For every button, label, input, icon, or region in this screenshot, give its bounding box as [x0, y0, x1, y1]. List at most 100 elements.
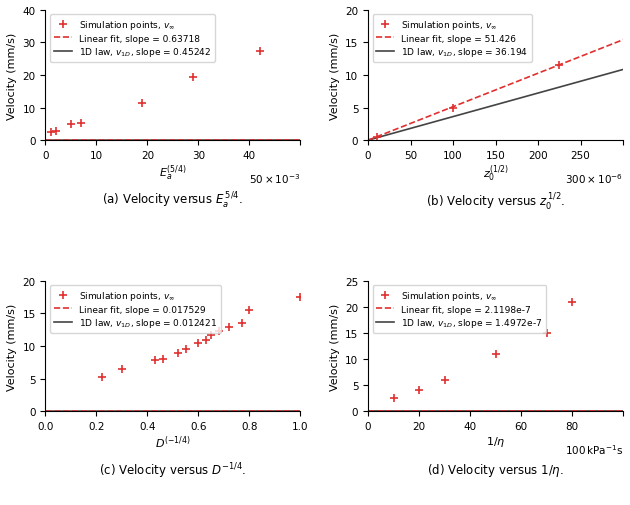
Linear fit, slope = 0.017529	[193, 408, 201, 414]
Legend: Simulation points, $v_\infty$, Linear fit, slope = 51.426, 1D law, $v_{1D}$, slo: Simulation points, $v_\infty$, Linear fi…	[372, 16, 532, 63]
Text: $50\times10^{-3}$: $50\times10^{-3}$	[249, 171, 301, 185]
Text: (b) Velocity versus $z_0^{\,1/2}$.: (b) Velocity versus $z_0^{\,1/2}$.	[426, 190, 565, 211]
Simulation points, $v_\infty$	[238, 321, 246, 327]
X-axis label: $D^{(-1/4)}$: $D^{(-1/4)}$	[155, 434, 191, 450]
Linear fit, slope = 0.017529	[198, 408, 205, 414]
Legend: Simulation points, $v_\infty$, Linear fit, slope = 2.1198e-7, 1D law, $v_{1D}$, : Simulation points, $v_\infty$, Linear fi…	[372, 286, 546, 333]
Linear fit, slope = 0.63718	[256, 138, 264, 144]
Linear fit, slope = 51.426	[516, 78, 524, 84]
Linear fit, slope = 0.63718	[43, 138, 50, 144]
1D law, $v_{1D}$, slope = 36.194	[520, 94, 528, 100]
1D law, $v_{1D}$, slope = 0.45242	[297, 138, 304, 144]
Linear fit, slope = 0.63718	[297, 138, 304, 144]
Linear fit, slope = 2.1198e-7	[579, 409, 587, 415]
Linear fit, slope = 0.63718	[193, 138, 201, 144]
Simulation points, $v_\infty$	[226, 324, 233, 330]
1D law, $v_{1D}$, slope = 36.194	[595, 74, 603, 80]
1D law, $v_{1D}$, slope = 0.45242	[43, 138, 50, 144]
1D law, $v_{1D}$, slope = 0.45242	[42, 138, 49, 144]
Linear fit, slope = 2.1198e-7	[364, 409, 372, 415]
Linear fit, slope = 0.63718	[198, 138, 205, 144]
1D law, $v_{1D}$, slope = 1.4972e-7	[365, 409, 373, 415]
1D law, $v_{1D}$, slope = 0.45242	[193, 138, 200, 144]
Text: $100\,\mathrm{kPa}^{-1}\mathrm{s}$: $100\,\mathrm{kPa}^{-1}\mathrm{s}$	[565, 442, 623, 456]
Linear fit, slope = 2.1198e-7	[515, 409, 523, 415]
1D law, $v_{1D}$, slope = 0.45242	[198, 138, 205, 144]
1D law, $v_{1D}$, slope = 1.4972e-7	[595, 409, 603, 415]
Linear fit, slope = 2.1198e-7	[365, 409, 373, 415]
1D law, $v_{1D}$, slope = 0.45242	[193, 138, 201, 144]
Linear fit, slope = 51.426	[365, 137, 373, 143]
Legend: Simulation points, $v_\infty$, Linear fit, slope = 0.63718, 1D law, $v_{1D}$, sl: Simulation points, $v_\infty$, Linear fi…	[50, 16, 215, 63]
1D law, $v_{1D}$, slope = 0.012421	[43, 409, 50, 415]
Simulation points, $v_\infty$	[202, 337, 210, 343]
Line: Simulation points, $v_\infty$: Simulation points, $v_\infty$	[372, 62, 563, 142]
1D law, $v_{1D}$, slope = 0.012421	[198, 408, 205, 414]
Legend: Simulation points, $v_\infty$, Linear fit, slope = 0.017529, 1D law, $v_{1D}$, s: Simulation points, $v_\infty$, Linear fi…	[50, 286, 220, 333]
X-axis label: $E_a^{(5/4)}$: $E_a^{(5/4)}$	[159, 163, 187, 183]
Simulation points, $v_\infty$	[182, 346, 190, 352]
1D law, $v_{1D}$, slope = 0.012421	[256, 408, 264, 414]
Simulation points, $v_\infty$	[77, 121, 85, 127]
Linear fit, slope = 51.426	[619, 37, 627, 43]
Simulation points, $v_\infty$	[190, 75, 197, 81]
Linear fit, slope = 51.426	[364, 138, 372, 144]
Simulation points, $v_\infty$	[390, 395, 398, 401]
1D law, $v_{1D}$, slope = 0.012421	[297, 408, 304, 414]
1D law, $v_{1D}$, slope = 1.4972e-7	[515, 409, 523, 415]
Y-axis label: Velocity (mm/s): Velocity (mm/s)	[7, 32, 17, 120]
Simulation points, $v_\infty$	[415, 387, 423, 393]
Simulation points, $v_\infty$	[207, 332, 215, 338]
1D law, $v_{1D}$, slope = 1.4972e-7	[516, 409, 524, 415]
Linear fit, slope = 0.017529	[43, 409, 50, 415]
Simulation points, $v_\infty$	[449, 106, 457, 112]
Line: Linear fit, slope = 51.426: Linear fit, slope = 51.426	[368, 40, 623, 141]
Simulation points, $v_\infty$	[139, 100, 146, 107]
Text: (a) Velocity versus $E_a^{\,5/4}$.: (a) Velocity versus $E_a^{\,5/4}$.	[103, 190, 243, 210]
Text: $300\times10^{-6}$: $300\times10^{-6}$	[565, 171, 623, 185]
Linear fit, slope = 2.1198e-7	[516, 409, 524, 415]
Simulation points, $v_\infty$	[215, 328, 222, 334]
Linear fit, slope = 0.017529	[273, 408, 280, 414]
1D law, $v_{1D}$, slope = 0.012421	[193, 408, 201, 414]
Y-axis label: Velocity (mm/s): Velocity (mm/s)	[329, 303, 340, 390]
Line: Simulation points, $v_\infty$: Simulation points, $v_\infty$	[47, 47, 264, 137]
1D law, $v_{1D}$, slope = 1.4972e-7	[579, 409, 587, 415]
Linear fit, slope = 0.017529	[256, 408, 264, 414]
Line: Simulation points, $v_\infty$: Simulation points, $v_\infty$	[389, 298, 576, 402]
Simulation points, $v_\infty$	[373, 135, 381, 141]
Linear fit, slope = 0.63718	[273, 138, 280, 144]
1D law, $v_{1D}$, slope = 1.4972e-7	[520, 409, 528, 415]
Y-axis label: Velocity (mm/s): Velocity (mm/s)	[7, 303, 17, 390]
Linear fit, slope = 2.1198e-7	[619, 409, 627, 415]
Simulation points, $v_\infty$	[67, 122, 75, 128]
Simulation points, $v_\infty$	[568, 299, 576, 305]
X-axis label: $1/\eta$: $1/\eta$	[486, 434, 505, 448]
1D law, $v_{1D}$, slope = 0.45242	[273, 138, 280, 144]
Linear fit, slope = 0.63718	[193, 138, 200, 144]
1D law, $v_{1D}$, slope = 36.194	[516, 96, 524, 102]
X-axis label: $z_0^{(1/2)}$: $z_0^{(1/2)}$	[483, 163, 508, 184]
Linear fit, slope = 0.017529	[193, 408, 200, 414]
Line: 1D law, $v_{1D}$, slope = 36.194: 1D law, $v_{1D}$, slope = 36.194	[368, 70, 623, 141]
1D law, $v_{1D}$, slope = 0.012421	[193, 408, 200, 414]
Line: Simulation points, $v_\infty$: Simulation points, $v_\infty$	[98, 293, 305, 381]
Text: (c) Velocity versus $D^{-1/4}$.: (c) Velocity versus $D^{-1/4}$.	[100, 461, 247, 480]
1D law, $v_{1D}$, slope = 36.194	[579, 78, 587, 84]
Simulation points, $v_\infty$	[556, 63, 563, 69]
Simulation points, $v_\infty$	[47, 130, 54, 136]
Simulation points, $v_\infty$	[195, 340, 202, 346]
Linear fit, slope = 51.426	[595, 47, 603, 53]
1D law, $v_{1D}$, slope = 36.194	[364, 138, 372, 144]
Simulation points, $v_\infty$	[159, 357, 166, 363]
Linear fit, slope = 51.426	[520, 76, 528, 82]
Linear fit, slope = 0.017529	[42, 409, 49, 415]
Simulation points, $v_\infty$	[543, 330, 551, 336]
1D law, $v_{1D}$, slope = 36.194	[365, 138, 373, 144]
1D law, $v_{1D}$, slope = 0.45242	[256, 138, 264, 144]
Linear fit, slope = 51.426	[515, 78, 523, 84]
Simulation points, $v_\infty$	[492, 351, 500, 357]
Y-axis label: Velocity (mm/s): Velocity (mm/s)	[329, 32, 340, 120]
Simulation points, $v_\infty$	[118, 366, 126, 372]
Linear fit, slope = 2.1198e-7	[520, 409, 528, 415]
